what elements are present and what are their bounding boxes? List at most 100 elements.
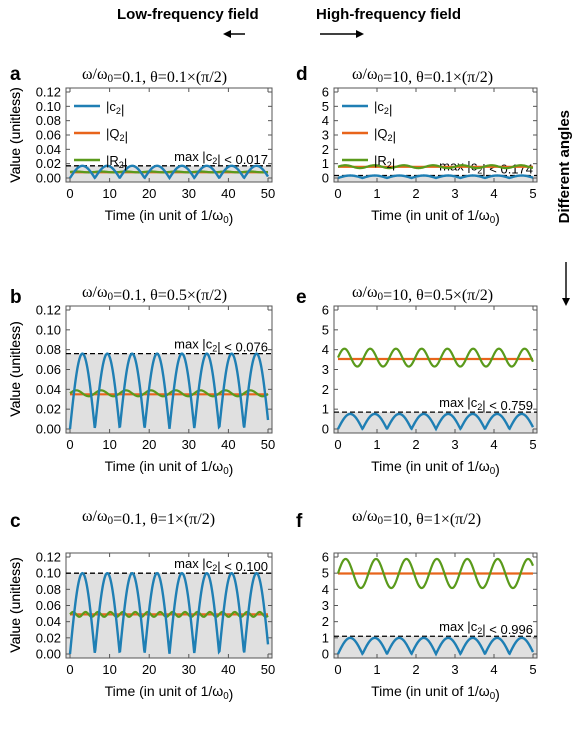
y-tick-label: 4 [322,342,329,357]
series-R2 [337,347,534,368]
y-tick-label: 0.04 [36,614,61,629]
y-tick-label: 0.04 [36,142,61,157]
y-axis-label: Value (unitless) [7,321,23,416]
x-tick-label: 10 [102,437,116,452]
y-tick-label: 0.10 [36,322,61,337]
legend-entry: |R2| [374,153,395,171]
y-axis-label: Value (unitless) [7,557,23,652]
series-R2 [336,557,535,590]
panel-title: ω/ω0=0.1, θ=1×(π/2) [82,508,215,528]
panel-label: b [10,287,22,308]
x-axis-label: Time (in unit of 1/ω0) [371,683,500,702]
header-high-frequency: High-frequency field [316,6,462,23]
y-tick-label: 3 [322,128,329,143]
x-tick-label: 50 [261,437,275,452]
legend: |c2| |Q2| |R2| [74,99,128,171]
down-arrow [562,262,570,306]
panel-label: d [296,64,308,85]
panel-label: f [296,511,303,532]
y-tick-label: 1 [322,630,329,645]
panel-title: ω/ω0=0.1, θ=0.5×(π/2) [82,284,227,304]
y-tick-label: 3 [322,362,329,377]
series-R2 [69,610,269,618]
y-tick-label: 0.02 [36,402,61,417]
y-tick-label: 5 [322,99,329,114]
x-tick-label: 0 [334,662,341,677]
y-tick-label: 0.08 [36,582,61,597]
series-c2 [68,571,270,655]
series-c2 [68,352,270,430]
y-axis-label: Value (unitless) [7,557,23,652]
x-tick-label: 0 [334,437,341,452]
x-tick-label: 5 [529,662,536,677]
series-c2 [337,174,534,180]
legend-entry: |c2| [374,99,392,117]
y-tick-label: 4 [322,113,329,128]
y-tick-label: 0.10 [36,99,61,114]
x-tick-label: 30 [182,662,196,677]
y-tick-label: 6 [322,550,329,565]
y-tick-label: 1 [322,402,329,417]
x-tick-label: 3 [451,186,458,201]
y-tick-label: 0.06 [36,362,61,377]
x-axis-label: Time (in unit of 1/ω0) [371,458,500,477]
max-c2-annotation: max |c2| < 0.076 [174,337,268,355]
y-tick-label: 0.00 [36,647,61,662]
y-tick-label: 3 [322,598,329,613]
x-tick-label: 1 [373,186,380,201]
series-c2 [336,636,535,657]
y-tick-label: 0.08 [36,113,61,128]
legend-entry: |Q2| [106,126,128,144]
x-axis-label: Time (in unit of 1/ω0) [105,458,234,477]
x-tick-label: 40 [221,662,235,677]
x-tick-label: 10 [102,662,116,677]
x-tick-label: 3 [451,662,458,677]
x-tick-label: 30 [182,186,196,201]
series-c2 [68,164,269,181]
x-tick-label: 0 [334,186,341,201]
x-tick-label: 2 [412,662,419,677]
x-tick-label: 0 [66,662,73,677]
series-R2 [69,389,269,398]
y-axis-label: Value (unitless) [7,87,23,182]
x-tick-label: 4 [490,186,497,201]
y-tick-label: 2 [322,382,329,397]
x-axis-label: Time (in unit of 1/ω0) [105,207,234,226]
y-axis-label: Value (unitless) [7,321,23,416]
y-tick-label: 2 [322,614,329,629]
panel-title: ω/ω0=10, θ=0.1×(π/2) [352,66,493,86]
y-tick-label: 0 [322,422,329,437]
max-c2-annotation: max |c2| < 0.759 [439,395,533,413]
panel-title: ω/ω0=0.1, θ=0.1×(π/2) [82,66,227,86]
y-tick-label: 0.12 [36,303,61,318]
y-tick-label: 0 [322,647,329,662]
panel-b: b ω/ω0=0.1, θ=0.5×(π/2) 0.00 0.02 0.04 0.06 0.… [7,284,275,477]
max-c2-annotation: max |c2| < 0.017 [174,149,268,167]
x-axis-label: Time (in unit of 1/ω0) [105,683,234,702]
x-tick-label: 50 [261,662,275,677]
panel-title: ω/ω0=10, θ=0.5×(π/2) [352,284,493,304]
y-tick-label: 5 [322,322,329,337]
y-tick-label: 0.02 [36,156,61,171]
x-tick-label: 0 [66,437,73,452]
panel-a: a ω/ω0=0.1, θ=0.1×(π/2)0.000.020.040.060.… [7,64,275,226]
y-tick-label: 0.06 [36,128,61,143]
y-tick-label: 0 [322,171,329,186]
y-tick-label: 0.12 [36,85,61,100]
right-arrow [320,30,364,38]
y-tick-label: 2 [322,142,329,157]
x-tick-label: 30 [182,437,196,452]
legend-entry: |R2| [106,153,127,171]
x-axis-label: Time (in unit of 1/ω0) [371,207,500,226]
y-tick-label: 0.00 [36,422,61,437]
panel-title: ω/ω0=10, θ=1×(π/2) [352,508,481,528]
series-R2 [337,164,534,170]
panel-label: a [10,64,21,85]
panel-label: e [296,287,307,308]
x-tick-label: 40 [221,437,235,452]
x-tick-label: 4 [490,662,497,677]
x-tick-label: 5 [529,437,536,452]
